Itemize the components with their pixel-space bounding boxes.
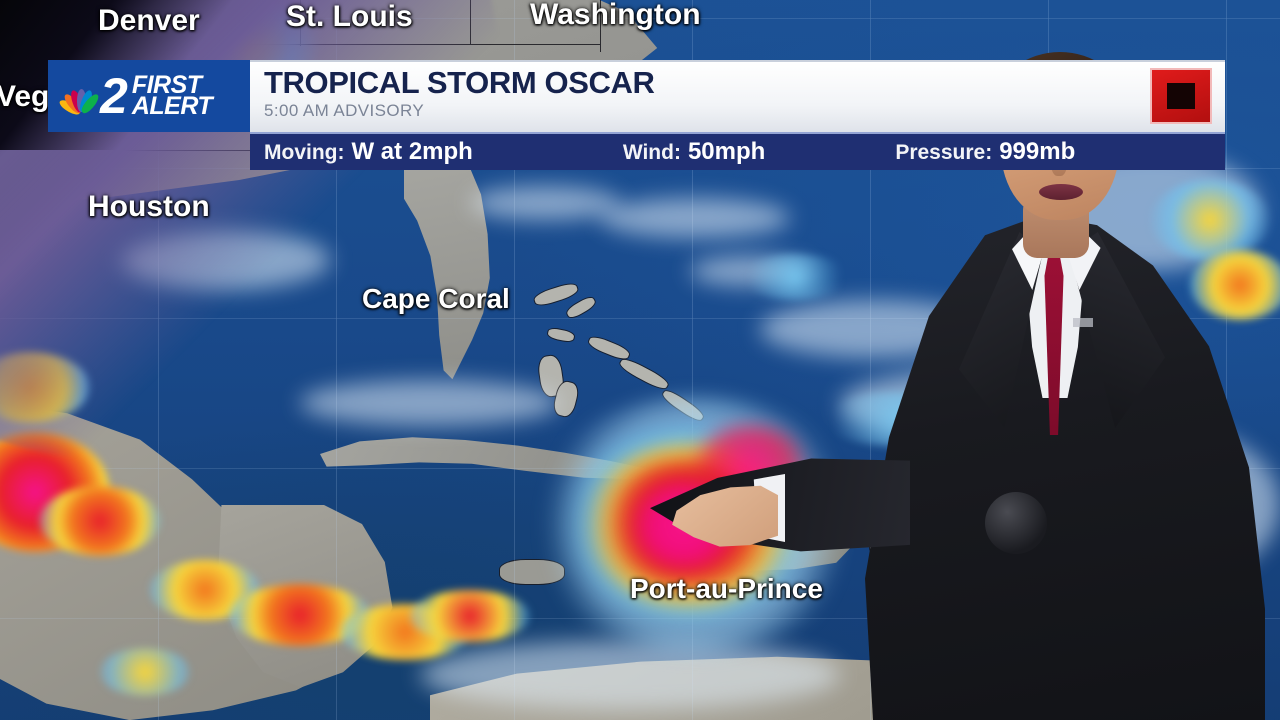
- storm-title: TROPICAL STORM OSCAR: [264, 65, 655, 100]
- meteorologist-presenter: [650, 0, 1280, 720]
- watermark-inner-square: [1167, 83, 1195, 109]
- brand-first: FIRST: [131, 70, 202, 99]
- channel-number: 2: [100, 67, 128, 124]
- map-label-houston: Houston: [88, 190, 210, 223]
- stat-pressure: Pressure: 999mb: [895, 138, 1075, 166]
- map-label-port-au-prince: Port-au-Prince: [630, 573, 823, 604]
- stat-wind-label: Wind:: [622, 141, 681, 164]
- station-logo[interactable]: 2 FIRST ALERT: [48, 60, 250, 132]
- stat-moving-value: W at 2mph: [351, 138, 473, 165]
- stat-moving-label: Moving:: [264, 141, 345, 164]
- presenter-lapel-pin: [1073, 318, 1093, 327]
- map-label-denver: Denver: [98, 4, 200, 37]
- brand-alert: ALERT: [131, 92, 213, 120]
- presenter-tie: [1044, 250, 1064, 435]
- red-square-watermark-icon: [1150, 68, 1212, 124]
- stat-moving: Moving: W at 2mph: [264, 138, 473, 166]
- map-label-vegas: Veg: [0, 80, 50, 113]
- stat-pressure-value: 999mb: [999, 138, 1076, 165]
- stat-pressure-label: Pressure:: [895, 141, 993, 164]
- nbc-peacock-icon: [54, 73, 102, 119]
- presenter-remote-clicker: [985, 492, 1047, 554]
- map-label-washington: Washington: [530, 0, 701, 31]
- map-label-cape-coral: Cape Coral: [362, 283, 510, 314]
- storm-stats-bar: Moving: W at 2mph Wind: 50mph Pressure: …: [250, 132, 1225, 170]
- presenter-mouth: [1039, 184, 1083, 200]
- stat-wind: Wind: 50mph: [623, 138, 765, 166]
- stat-wind-value: 50mph: [687, 138, 766, 165]
- headline-banner: TROPICAL STORM OSCAR 5:00 AM ADVISORY: [250, 60, 1225, 132]
- advisory-time: 5:00 AM ADVISORY: [264, 100, 425, 120]
- map-label-st-louis: St. Louis: [286, 0, 413, 33]
